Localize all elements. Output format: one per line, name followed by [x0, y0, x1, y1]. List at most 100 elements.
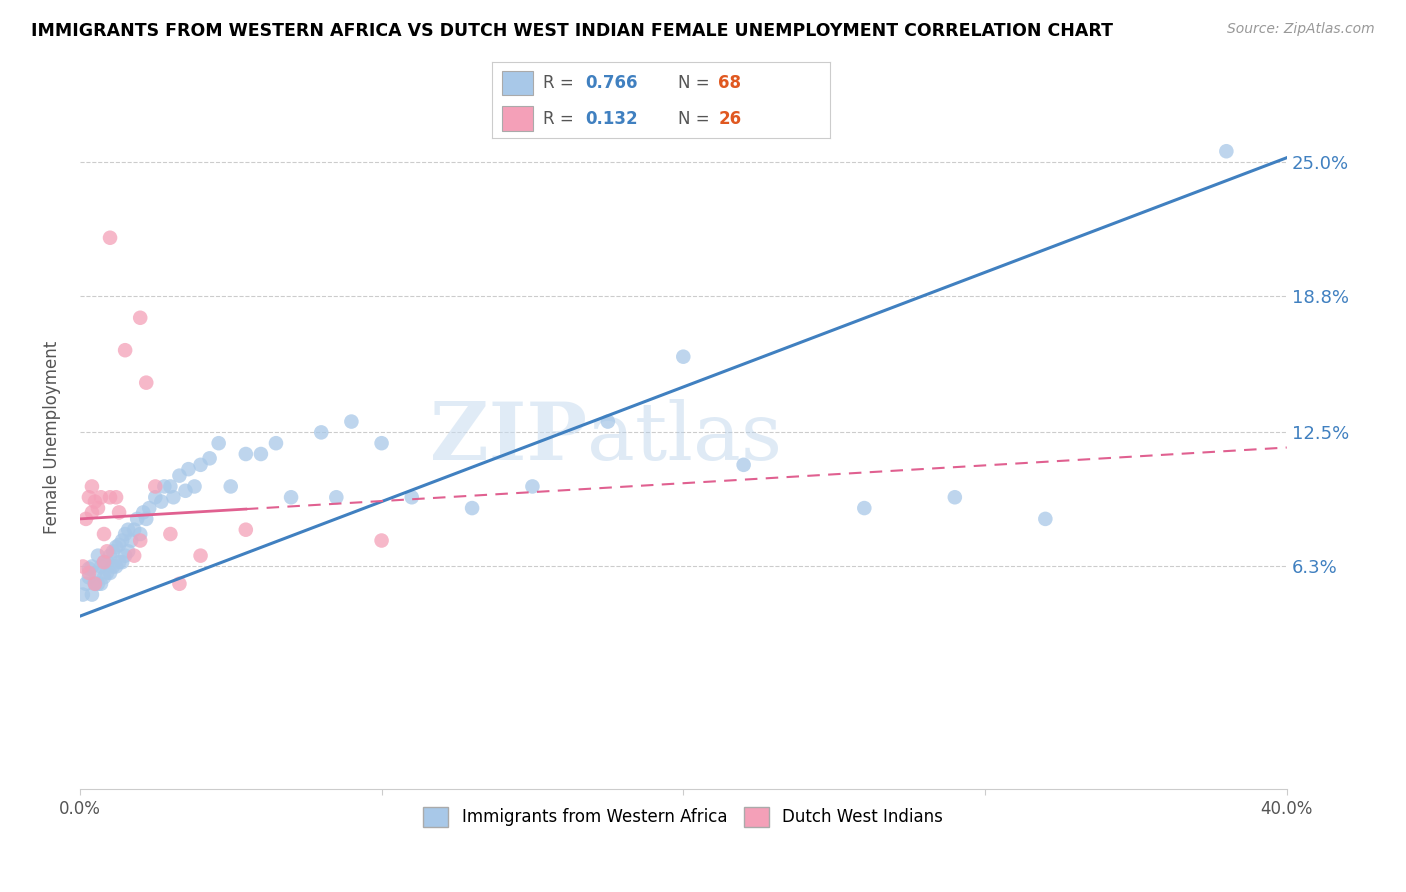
Point	[96, 566, 118, 580]
Point	[101, 559, 124, 574]
Point	[90, 576, 112, 591]
Point	[150, 494, 173, 508]
Point	[105, 559, 128, 574]
Point	[162, 490, 184, 504]
Point	[190, 549, 212, 563]
Point	[1033, 512, 1056, 526]
Point	[309, 425, 332, 440]
Point	[733, 458, 755, 472]
Point	[111, 533, 134, 548]
Point	[198, 451, 221, 466]
Point	[77, 561, 100, 575]
Point	[117, 544, 139, 558]
Point	[72, 588, 94, 602]
Point	[72, 559, 94, 574]
Point	[80, 588, 103, 602]
Point	[143, 490, 166, 504]
Point	[96, 544, 118, 558]
Point	[98, 566, 121, 580]
Point	[90, 490, 112, 504]
Y-axis label: Female Unemployment: Female Unemployment	[44, 341, 60, 534]
Point	[80, 479, 103, 493]
Point	[80, 505, 103, 519]
Point	[280, 490, 302, 504]
Point	[101, 544, 124, 558]
Point	[114, 549, 136, 563]
Point	[120, 533, 142, 548]
Point	[84, 576, 107, 591]
Point	[522, 479, 544, 493]
Point	[84, 494, 107, 508]
Point	[169, 576, 191, 591]
Point	[596, 415, 619, 429]
Text: 0.766: 0.766	[585, 74, 637, 92]
Point	[75, 576, 97, 591]
Text: R =: R =	[543, 74, 579, 92]
Point	[401, 490, 423, 504]
Point	[135, 512, 157, 526]
Text: N =: N =	[678, 110, 714, 128]
Point	[129, 310, 152, 325]
Point	[174, 483, 197, 498]
Point	[264, 436, 287, 450]
Point	[98, 490, 121, 504]
Point	[98, 231, 121, 245]
Point	[159, 527, 181, 541]
Point	[370, 533, 392, 548]
Point	[84, 576, 107, 591]
Text: atlas: atlas	[586, 399, 782, 477]
Text: IMMIGRANTS FROM WESTERN AFRICA VS DUTCH WEST INDIAN FEMALE UNEMPLOYMENT CORRELAT: IMMIGRANTS FROM WESTERN AFRICA VS DUTCH …	[31, 22, 1114, 40]
Point	[1215, 145, 1237, 159]
Point	[75, 512, 97, 526]
Point	[93, 555, 115, 569]
Point	[77, 566, 100, 580]
Point	[177, 462, 200, 476]
FancyBboxPatch shape	[502, 70, 533, 95]
Point	[111, 555, 134, 569]
Point	[114, 527, 136, 541]
Point	[190, 458, 212, 472]
Point	[114, 343, 136, 358]
Point	[77, 570, 100, 584]
Point	[129, 533, 152, 548]
Point	[159, 479, 181, 493]
Legend: Immigrants from Western Africa, Dutch West Indians: Immigrants from Western Africa, Dutch We…	[416, 800, 950, 834]
FancyBboxPatch shape	[502, 106, 533, 130]
Point	[105, 540, 128, 554]
Point	[96, 555, 118, 569]
Text: Source: ZipAtlas.com: Source: ZipAtlas.com	[1227, 22, 1375, 37]
Text: 0.132: 0.132	[585, 110, 637, 128]
Point	[132, 505, 155, 519]
Point	[108, 538, 131, 552]
Point	[129, 527, 152, 541]
Point	[87, 576, 110, 591]
Text: N =: N =	[678, 74, 714, 92]
Point	[169, 468, 191, 483]
Text: ZIP: ZIP	[430, 399, 586, 477]
Point	[325, 490, 347, 504]
Point	[117, 523, 139, 537]
Point	[370, 436, 392, 450]
Point	[108, 505, 131, 519]
Point	[235, 447, 257, 461]
Point	[461, 501, 484, 516]
Point	[122, 523, 145, 537]
Point	[77, 490, 100, 504]
Point	[105, 490, 128, 504]
Point	[183, 479, 205, 493]
Point	[208, 436, 231, 450]
Point	[108, 555, 131, 569]
Point	[93, 570, 115, 584]
Point	[98, 549, 121, 563]
Point	[672, 350, 695, 364]
Point	[135, 376, 157, 390]
Point	[138, 501, 160, 516]
Point	[90, 559, 112, 574]
Text: 26: 26	[718, 110, 741, 128]
Point	[84, 566, 107, 580]
Point	[153, 479, 176, 493]
Point	[80, 559, 103, 574]
Point	[340, 415, 363, 429]
Point	[93, 527, 115, 541]
Point	[122, 549, 145, 563]
